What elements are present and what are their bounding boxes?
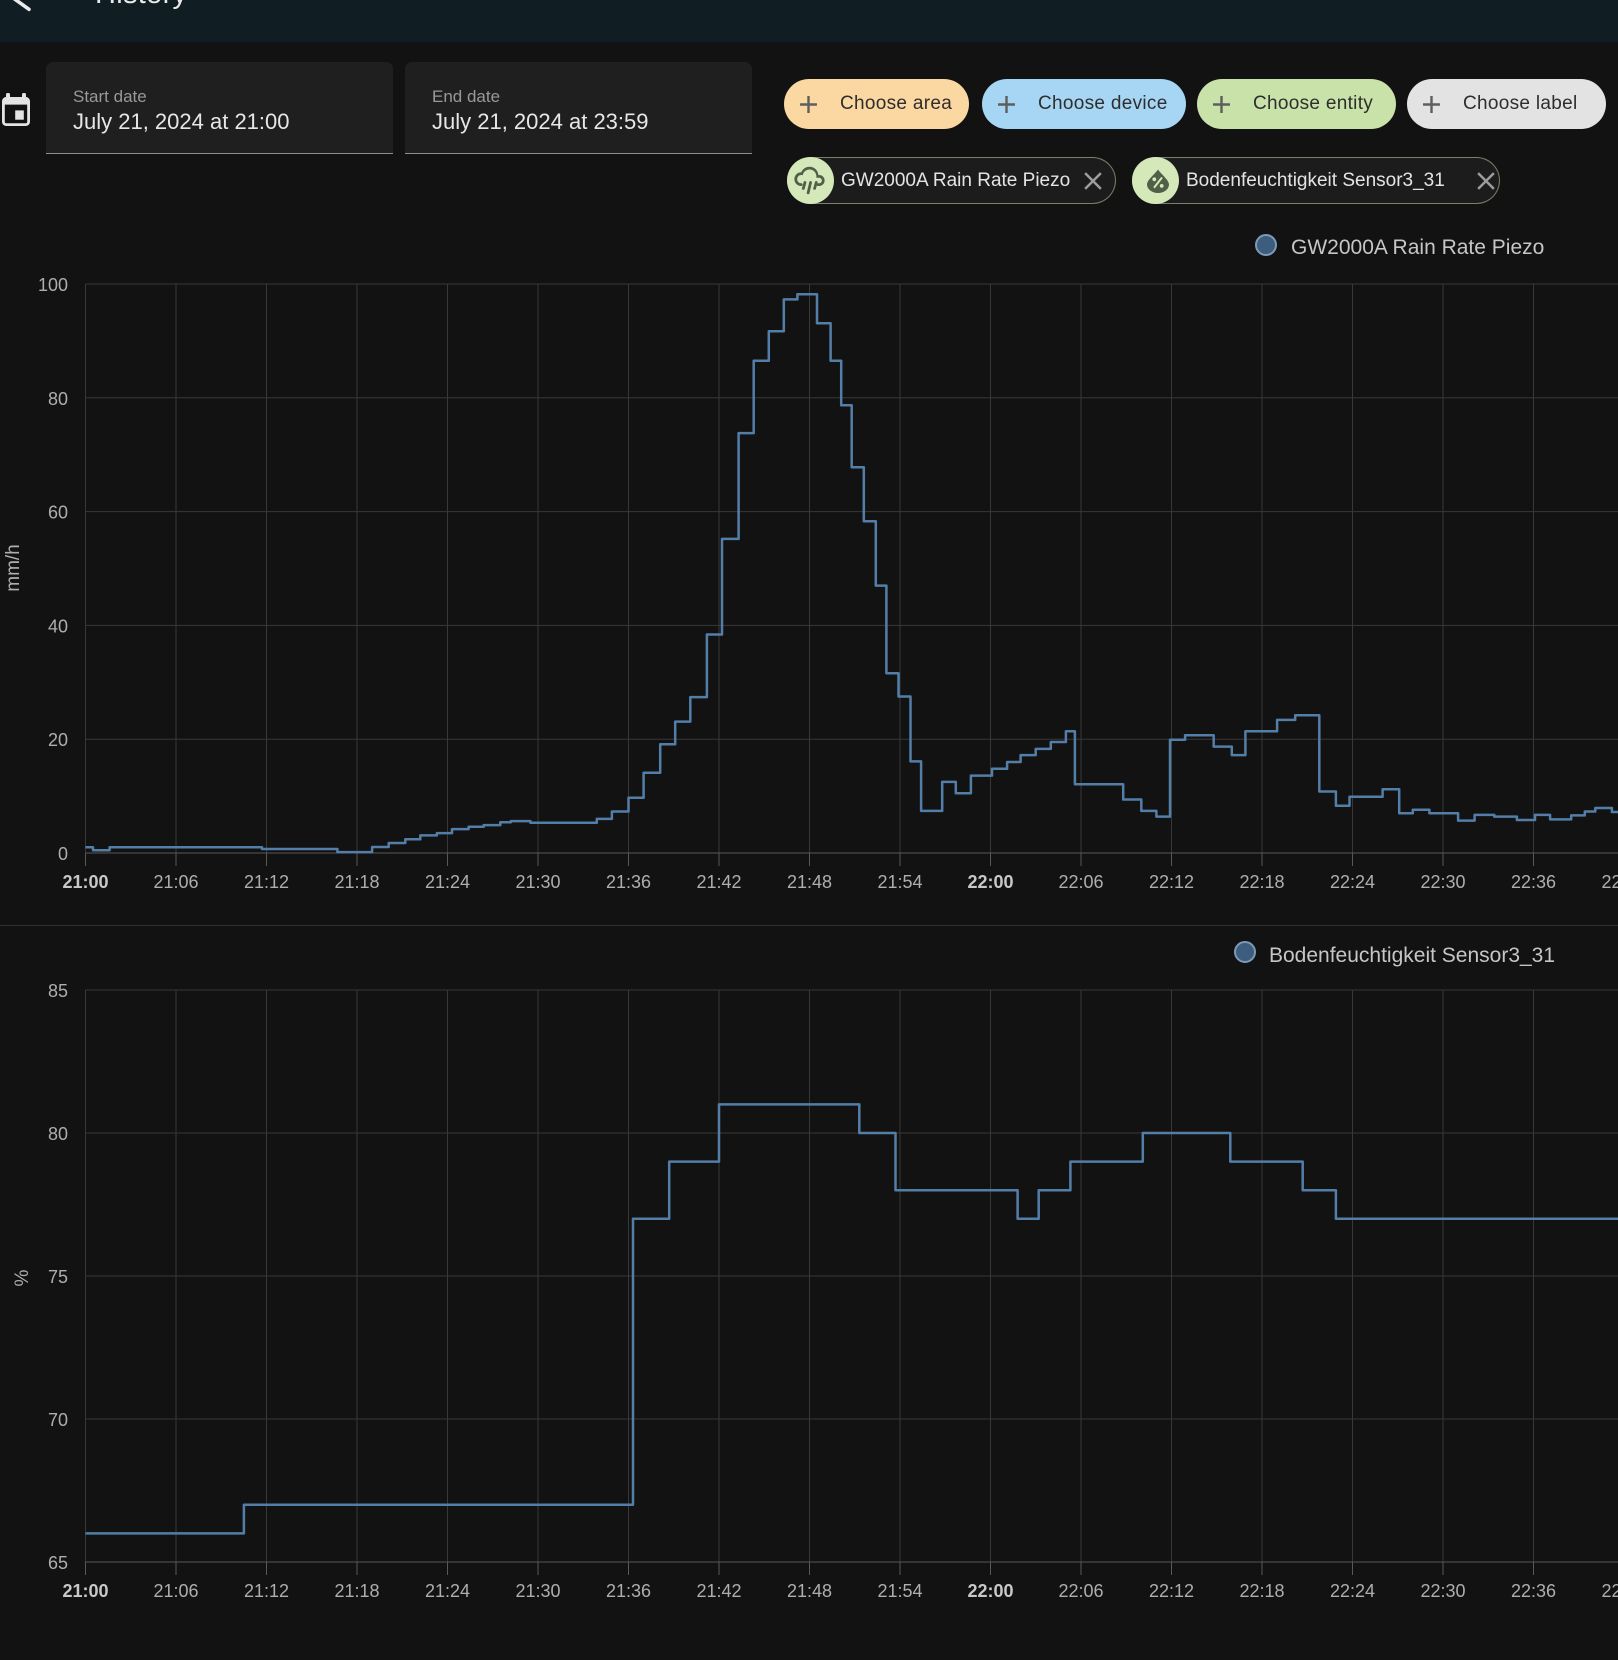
svg-text:22:36: 22:36	[1511, 1581, 1556, 1601]
svg-text:21:36: 21:36	[606, 1581, 651, 1601]
svg-text:80: 80	[48, 389, 68, 409]
svg-text:0: 0	[58, 844, 68, 864]
svg-text:80: 80	[48, 1124, 68, 1144]
svg-text:%: %	[12, 1269, 33, 1286]
svg-text:21:12: 21:12	[244, 1581, 289, 1601]
svg-text:21:00: 21:00	[62, 872, 108, 892]
svg-text:21:30: 21:30	[515, 872, 560, 892]
svg-text:22:06: 22:06	[1058, 1581, 1103, 1601]
svg-text:21:30: 21:30	[515, 1581, 560, 1601]
svg-text:20: 20	[48, 730, 68, 750]
svg-text:65: 65	[48, 1553, 68, 1573]
svg-text:60: 60	[48, 503, 68, 523]
svg-text:22:42: 22:42	[1601, 872, 1618, 892]
svg-text:22:12: 22:12	[1149, 1581, 1194, 1601]
svg-text:21:54: 21:54	[877, 872, 922, 892]
svg-text:75: 75	[48, 1267, 68, 1287]
svg-text:21:18: 21:18	[334, 872, 379, 892]
svg-text:22:00: 22:00	[967, 1581, 1013, 1601]
svg-text:22:00: 22:00	[967, 872, 1013, 892]
svg-text:22:30: 22:30	[1420, 1581, 1465, 1601]
svg-text:22:24: 22:24	[1330, 1581, 1375, 1601]
svg-text:21:12: 21:12	[244, 872, 289, 892]
svg-text:22:18: 22:18	[1239, 872, 1284, 892]
svg-text:21:48: 21:48	[787, 1581, 832, 1601]
svg-text:21:36: 21:36	[606, 872, 651, 892]
svg-text:22:06: 22:06	[1058, 872, 1103, 892]
svg-text:21:42: 21:42	[696, 872, 741, 892]
svg-text:21:48: 21:48	[787, 872, 832, 892]
svg-text:85: 85	[48, 981, 68, 1001]
svg-text:40: 40	[48, 616, 68, 636]
svg-text:22:36: 22:36	[1511, 872, 1556, 892]
svg-text:22:18: 22:18	[1239, 1581, 1284, 1601]
svg-text:22:42: 22:42	[1601, 1581, 1618, 1601]
svg-text:21:24: 21:24	[425, 1581, 470, 1601]
svg-text:21:18: 21:18	[334, 1581, 379, 1601]
svg-text:70: 70	[48, 1410, 68, 1430]
svg-text:22:24: 22:24	[1330, 872, 1375, 892]
svg-text:21:54: 21:54	[877, 1581, 922, 1601]
svg-text:21:00: 21:00	[62, 1581, 108, 1601]
svg-text:21:24: 21:24	[425, 872, 470, 892]
svg-text:22:12: 22:12	[1149, 872, 1194, 892]
svg-text:21:42: 21:42	[696, 1581, 741, 1601]
svg-text:100: 100	[38, 275, 68, 295]
svg-text:21:06: 21:06	[153, 1581, 198, 1601]
svg-text:22:30: 22:30	[1420, 872, 1465, 892]
svg-text:21:06: 21:06	[153, 872, 198, 892]
svg-text:mm/h: mm/h	[3, 544, 24, 592]
